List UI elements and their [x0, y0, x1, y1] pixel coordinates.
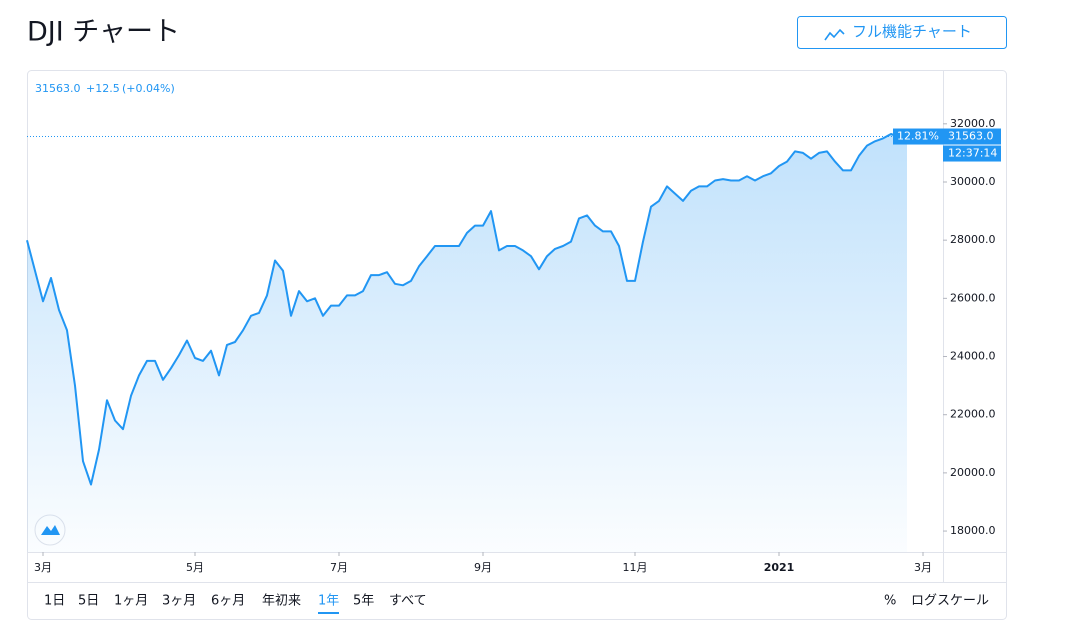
page-title: DJI チャート [27, 17, 180, 48]
legend-change: +12.5 [86, 82, 120, 95]
button-label[interactable]: フル機能チャート [852, 23, 972, 41]
legend-change-percent: (+0.04%) [122, 82, 175, 95]
x-tick-label: 5月 [186, 561, 204, 574]
percent-toggle[interactable]: % [884, 594, 896, 609]
y-tick-label: 24000.0 [950, 350, 996, 363]
range-button[interactable]: 1ヶ月 [114, 594, 148, 609]
countdown-label: 12:37:14 [948, 147, 997, 160]
y-tick-label: 26000.0 [950, 291, 996, 304]
x-tick-label: 11月 [623, 561, 648, 574]
range-button[interactable]: すべて [389, 594, 427, 609]
legend-price: 31563.0 [35, 82, 81, 95]
y-tick-label: 28000.0 [950, 233, 996, 246]
x-tick-label: 9月 [474, 561, 492, 574]
percent-badge [893, 128, 943, 145]
y-tick-label: 18000.0 [950, 524, 996, 537]
range-button[interactable]: 5日 [78, 594, 99, 609]
range-button[interactable]: 3ヶ月 [162, 594, 196, 609]
button-frame[interactable] [797, 16, 1007, 49]
log-scale-toggle[interactable]: ログスケール [911, 594, 989, 609]
y-tick-label: 22000.0 [950, 408, 996, 421]
range-button[interactable]: 1年 [318, 594, 339, 609]
x-tick-label: 3月 [34, 561, 52, 574]
percent-label: 12.81% [897, 130, 939, 143]
range-button[interactable]: 6ヶ月 [211, 594, 245, 609]
y-tick-label: 32000.0 [950, 117, 996, 130]
full-chart-button[interactable]: フル機能チャート [797, 16, 1007, 49]
range-button[interactable]: 1日 [44, 594, 65, 609]
chart-legend: 31563.0 +12.5 (+0.04%) [35, 82, 175, 95]
x-tick-label: 2021 [764, 561, 795, 574]
last-price-label: 31563.0 [948, 130, 994, 143]
price-badge [943, 128, 1001, 145]
countdown-badge [943, 145, 1001, 162]
y-tick-label: 20000.0 [950, 466, 996, 479]
x-tick-label: 7月 [330, 561, 348, 574]
y-tick-label: 30000.0 [950, 175, 996, 188]
range-button[interactable]: 年初来 [262, 594, 301, 609]
line [26, 133, 908, 486]
button-icon[interactable] [824, 28, 845, 41]
x-tick-label: 3月 [914, 561, 932, 574]
area [27, 134, 907, 552]
range-button[interactable]: 5年 [353, 594, 374, 609]
